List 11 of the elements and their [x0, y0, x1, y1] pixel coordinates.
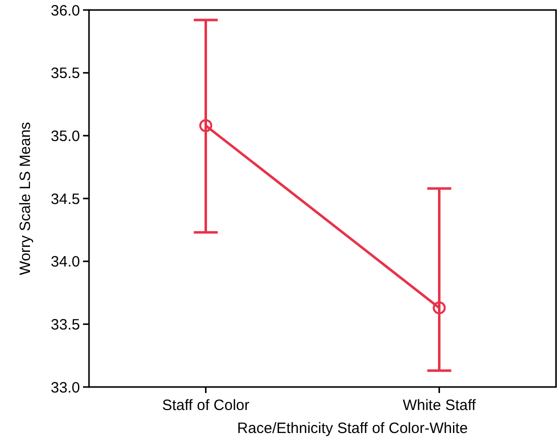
y-tick-label: 35.5 — [50, 65, 80, 82]
x-tick-label: Staff of Color — [162, 397, 250, 414]
y-tick-label: 35.0 — [50, 128, 80, 145]
y-tick-label: 33.0 — [50, 379, 80, 396]
y-tick-label: 34.0 — [50, 254, 80, 271]
x-tick-label: White Staff — [402, 397, 477, 414]
y-tick-label: 36.0 — [50, 2, 80, 20]
x-axis-title: Race/Ethnicity Staff of Color-White — [237, 420, 468, 437]
y-tick-label: 34.5 — [50, 190, 80, 208]
y-tick-label: 33.5 — [50, 316, 80, 334]
y-axis-title: Worry Scale LS Means — [17, 122, 34, 276]
